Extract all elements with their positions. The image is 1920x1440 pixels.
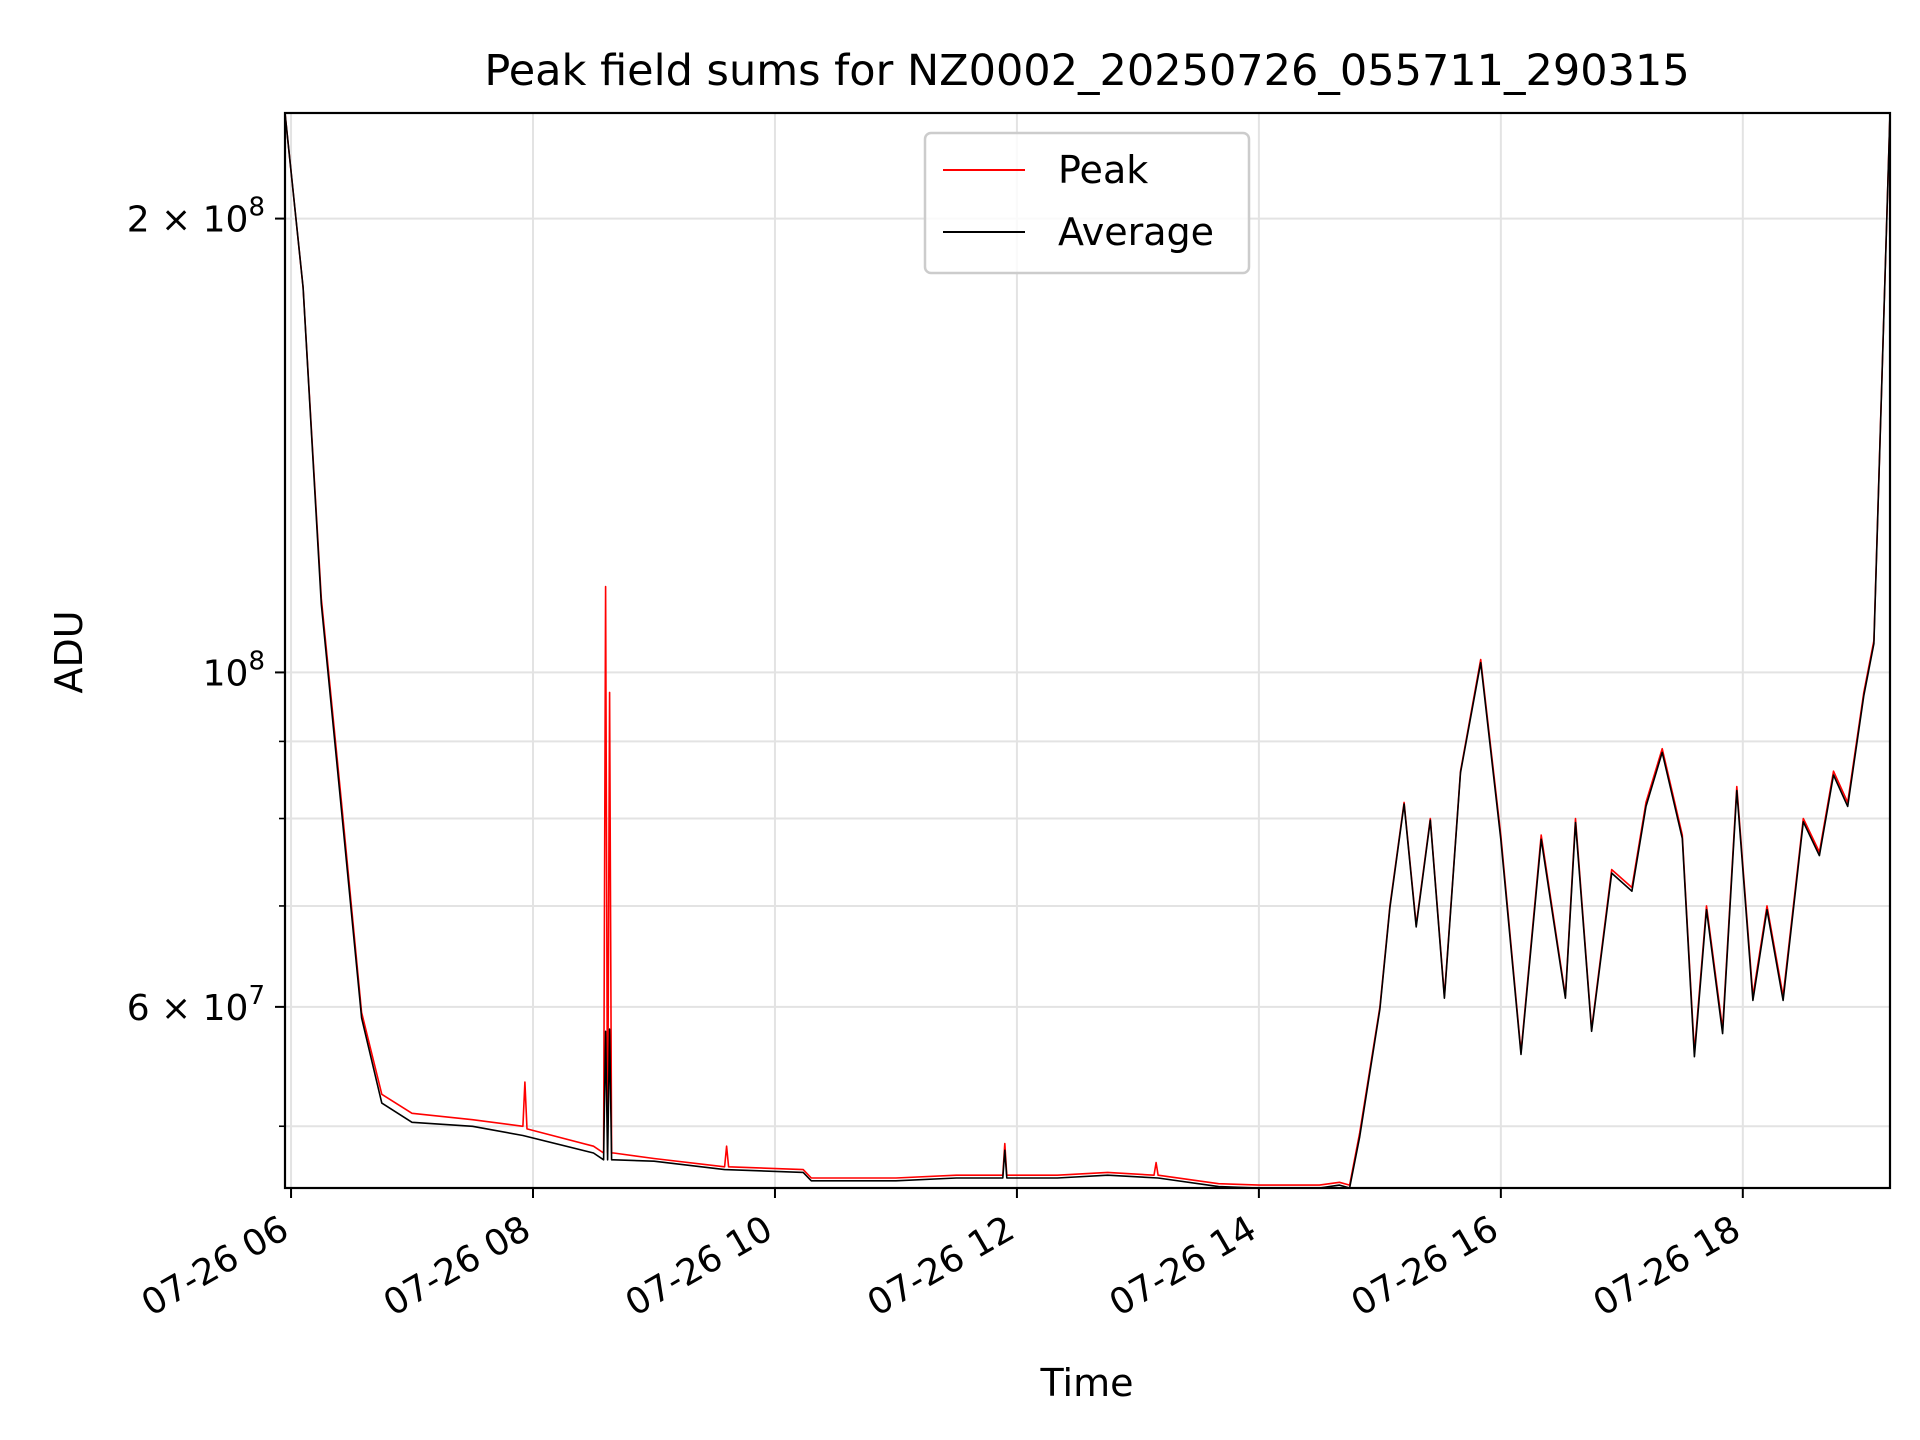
legend: Peak Average — [923, 131, 1251, 275]
series-lines — [285, 113, 1890, 1188]
legend-label-average: Average — [1058, 210, 1214, 254]
grid — [285, 113, 1890, 1188]
legend-box — [923, 131, 1251, 275]
legend-label-peak: Peak — [1058, 148, 1148, 192]
chart-title: Peak field sums for NZ0002_20250726_0557… — [484, 46, 1689, 96]
y-tick-label: 108 — [203, 646, 265, 694]
y-tick-label: 2 × 108 — [127, 193, 265, 241]
series-line-average — [285, 113, 1890, 1188]
x-axis-label: Time — [1040, 1361, 1134, 1405]
y-axis-label: ADU — [47, 610, 91, 693]
y-tick-label: 6 × 107 — [127, 981, 265, 1029]
plot-frame — [283, 111, 1892, 1190]
